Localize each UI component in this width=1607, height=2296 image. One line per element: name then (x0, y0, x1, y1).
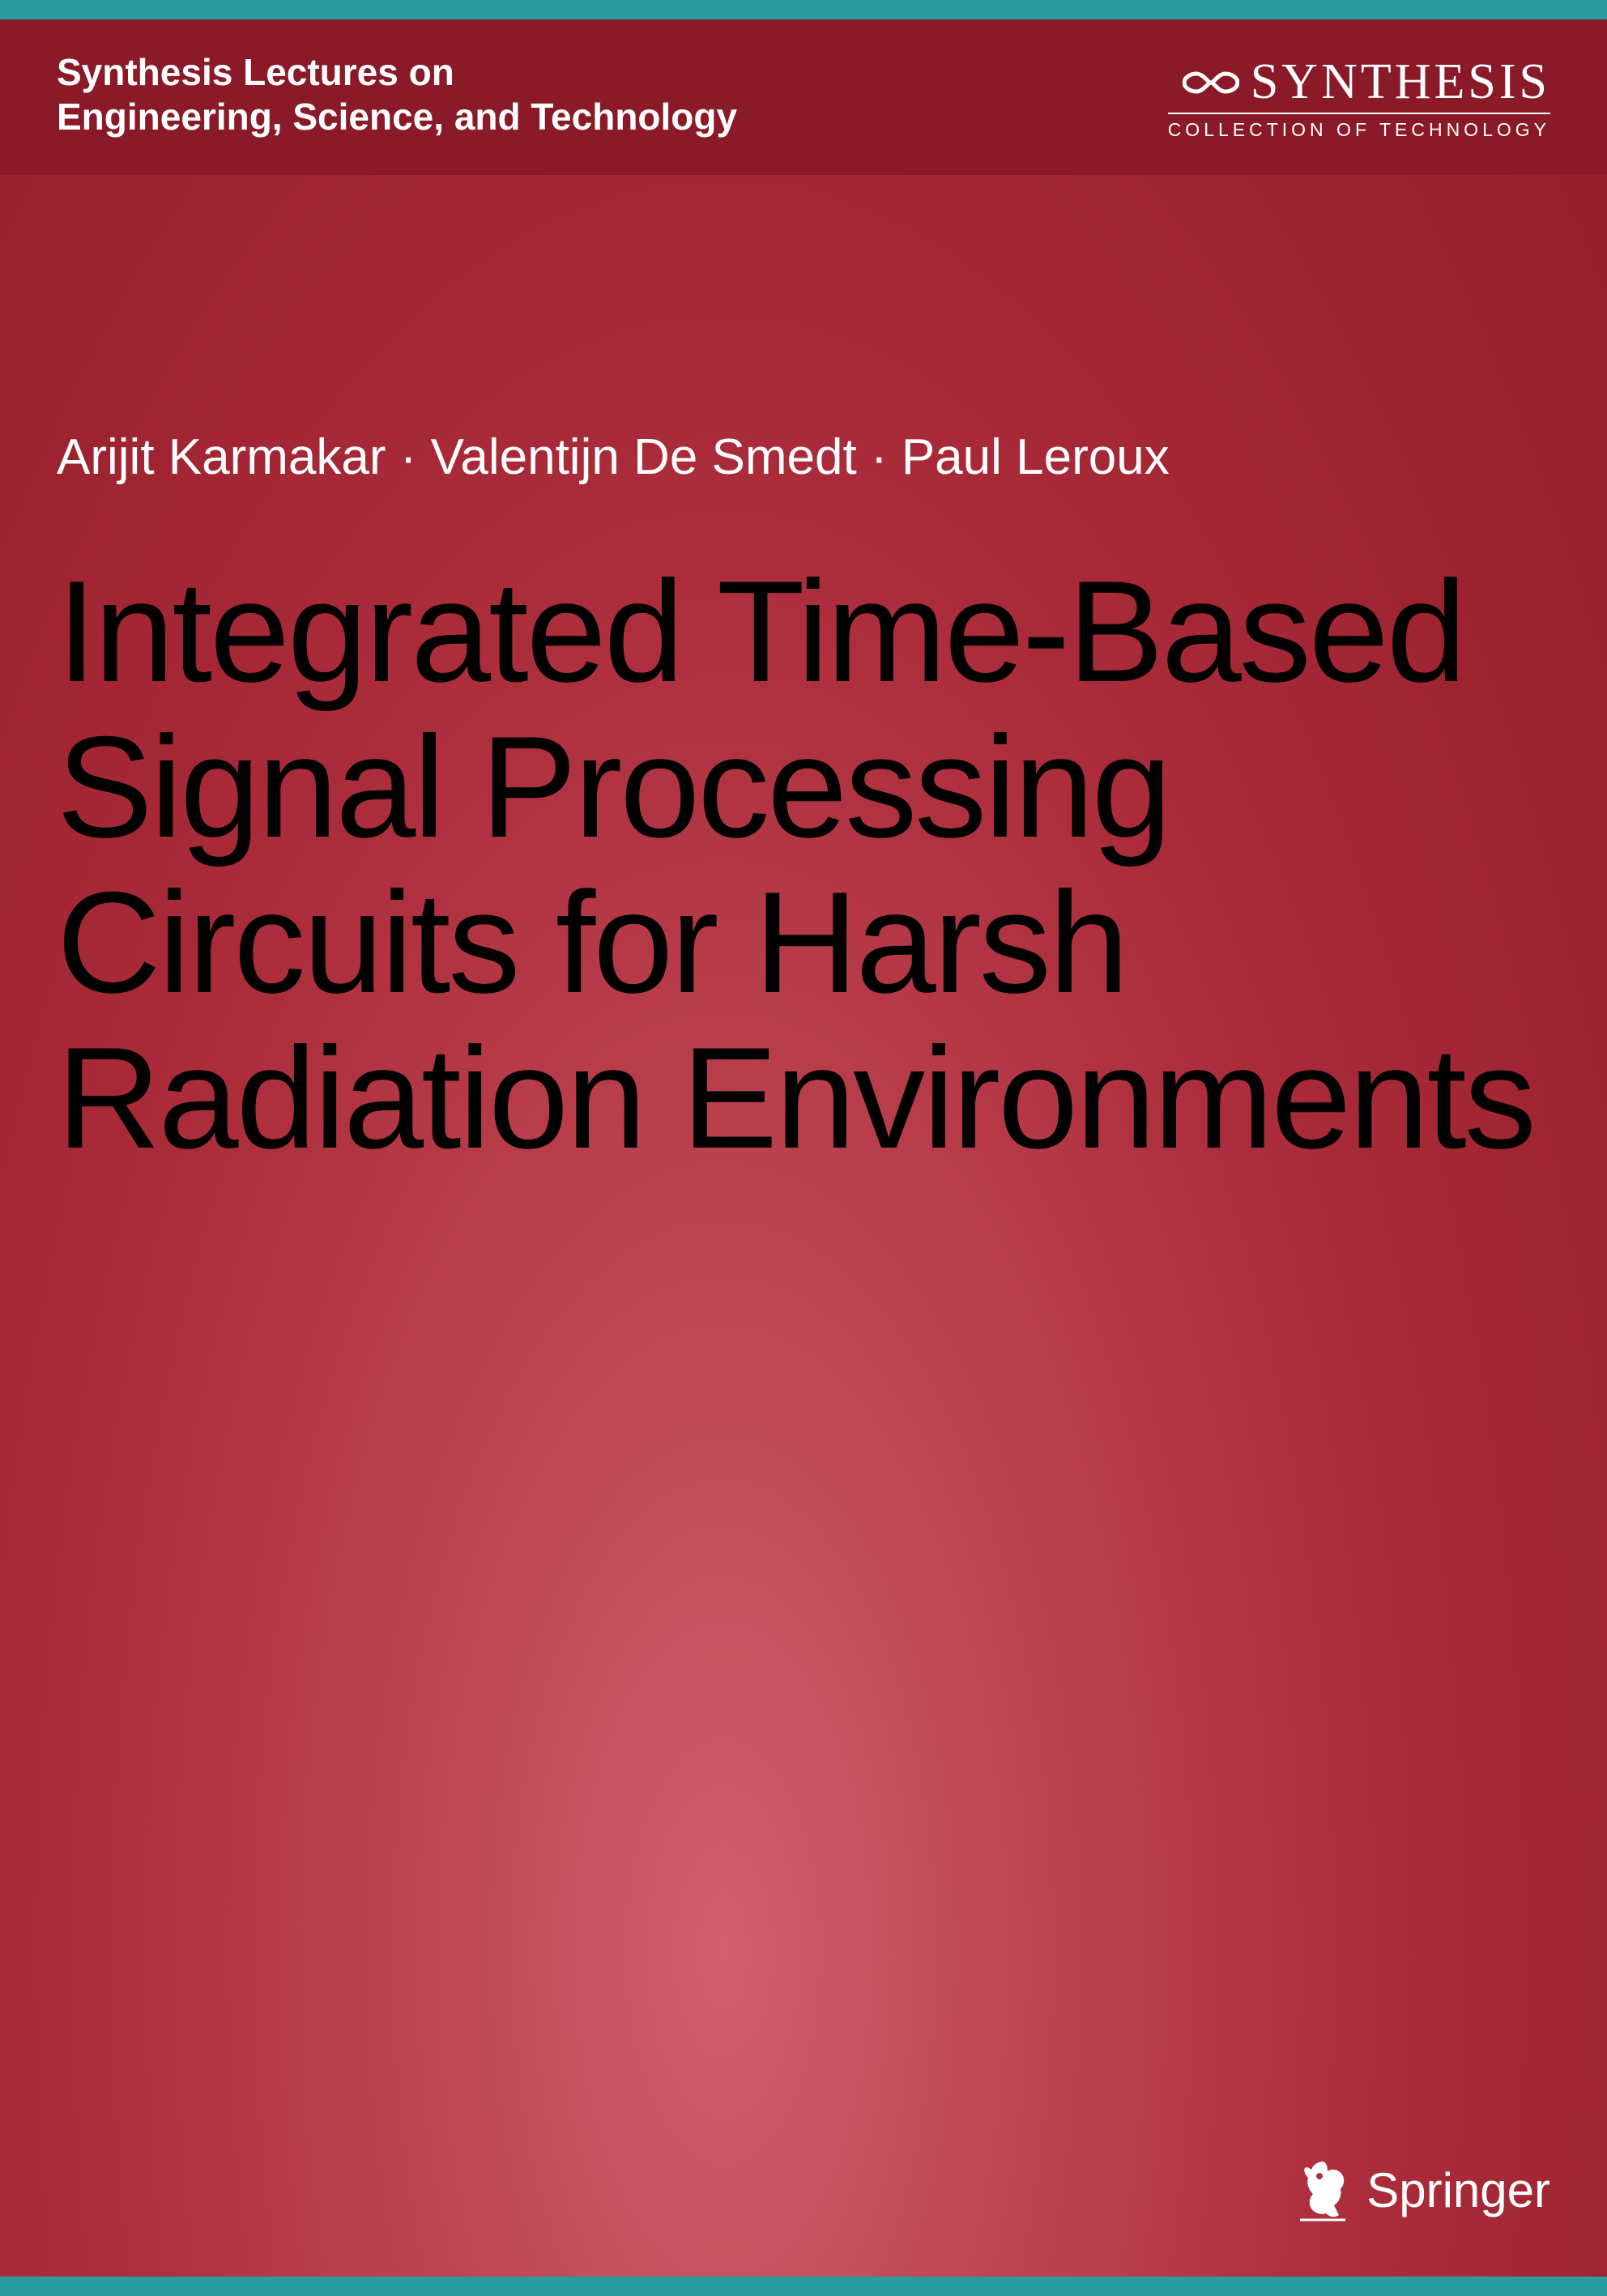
series-line-2: Engineering, Science, and Technology (57, 96, 737, 138)
book-title: Integrated Time-Based Signal Processing … (57, 554, 1550, 1177)
book-cover: Synthesis Lectures on Engineering, Scien… (0, 0, 1607, 2296)
header-band: Synthesis Lectures on Engineering, Scien… (0, 19, 1607, 175)
synthesis-subtitle: COLLECTION OF TECHNOLOGY (1168, 113, 1550, 141)
synthesis-logo-top: SYNTHESIS (1168, 53, 1550, 111)
synthesis-logo: SYNTHESIS COLLECTION OF TECHNOLOGY (1168, 50, 1550, 141)
publisher-name: Springer (1366, 2162, 1550, 2218)
content-area: Arijit Karmakar · Valentijn De Smedt · P… (0, 175, 1607, 1233)
infinity-icon (1183, 67, 1239, 98)
publisher-block: Springer (1294, 2157, 1550, 2223)
authors: Arijit Karmakar · Valentijn De Smedt · P… (57, 426, 1550, 489)
synthesis-title: SYNTHESIS (1251, 53, 1550, 111)
springer-horse-icon (1294, 2157, 1352, 2223)
series-name: Synthesis Lectures on Engineering, Scien… (57, 50, 737, 139)
series-line-1: Synthesis Lectures on (57, 51, 454, 93)
bottom-accent-bar (0, 2277, 1607, 2296)
top-accent-bar (0, 0, 1607, 19)
